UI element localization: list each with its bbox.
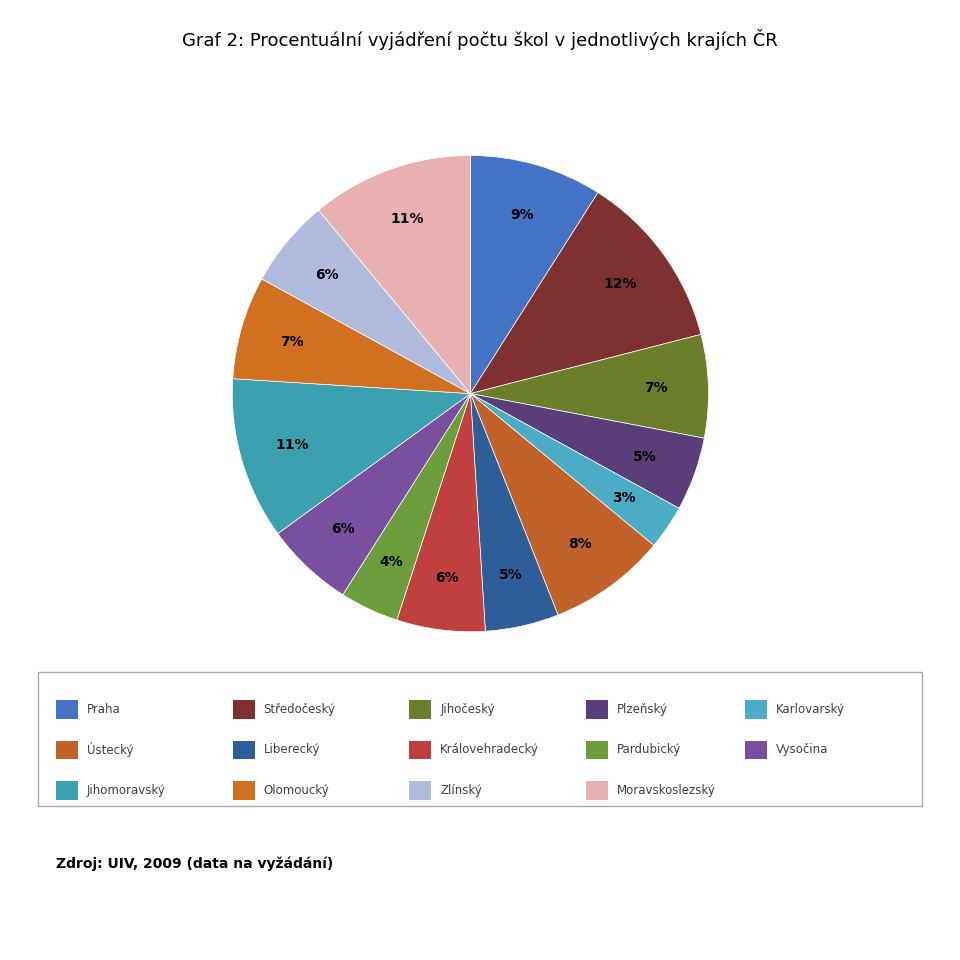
Text: Olomoucký: Olomoucký xyxy=(264,783,329,797)
FancyBboxPatch shape xyxy=(745,700,767,719)
FancyBboxPatch shape xyxy=(586,740,608,759)
FancyBboxPatch shape xyxy=(232,740,254,759)
Text: Graf 2: Procentuální vyjádření počtu škol v jednotlivých krajích ČR: Graf 2: Procentuální vyjádření počtu ško… xyxy=(182,29,778,50)
FancyBboxPatch shape xyxy=(56,740,78,759)
Wedge shape xyxy=(470,394,654,615)
FancyBboxPatch shape xyxy=(586,700,608,719)
Text: 11%: 11% xyxy=(276,439,309,452)
Text: 9%: 9% xyxy=(511,208,534,223)
Text: Pardubický: Pardubický xyxy=(617,743,682,756)
Wedge shape xyxy=(262,210,470,394)
Text: 7%: 7% xyxy=(280,335,304,348)
Wedge shape xyxy=(470,156,598,394)
Wedge shape xyxy=(470,193,701,394)
FancyBboxPatch shape xyxy=(586,780,608,800)
FancyBboxPatch shape xyxy=(232,780,254,800)
FancyBboxPatch shape xyxy=(232,700,254,719)
Wedge shape xyxy=(470,394,705,508)
Text: 6%: 6% xyxy=(331,522,355,536)
Text: 6%: 6% xyxy=(435,571,459,585)
FancyBboxPatch shape xyxy=(745,740,767,759)
FancyBboxPatch shape xyxy=(56,780,78,800)
Text: Jihomoravský: Jihomoravský xyxy=(87,783,166,797)
Wedge shape xyxy=(470,394,679,545)
Text: Praha: Praha xyxy=(87,703,121,716)
Text: Zdroj: UIV, 2009 (data na vyžádání): Zdroj: UIV, 2009 (data na vyžádání) xyxy=(56,856,333,872)
Text: Karlovarský: Karlovarský xyxy=(776,703,845,716)
Text: Ústecký: Ústecký xyxy=(87,742,133,757)
Text: 8%: 8% xyxy=(567,537,591,551)
Text: 11%: 11% xyxy=(391,212,424,226)
Wedge shape xyxy=(319,156,470,394)
Text: 4%: 4% xyxy=(379,555,403,568)
Text: Jihočeský: Jihočeský xyxy=(441,703,495,716)
Wedge shape xyxy=(232,378,470,534)
FancyBboxPatch shape xyxy=(409,740,431,759)
Text: 6%: 6% xyxy=(316,268,339,282)
Wedge shape xyxy=(232,279,470,394)
Wedge shape xyxy=(343,394,470,620)
Text: 12%: 12% xyxy=(604,277,637,292)
Text: Vysočina: Vysočina xyxy=(776,743,828,756)
Text: Středočeský: Středočeský xyxy=(264,703,336,716)
Text: 3%: 3% xyxy=(612,491,636,505)
Wedge shape xyxy=(277,394,470,594)
Text: 5%: 5% xyxy=(499,567,523,582)
Text: Královehradecký: Královehradecký xyxy=(441,743,540,756)
Text: Moravskoslezský: Moravskoslezský xyxy=(617,783,716,797)
Text: Plzeňský: Plzeňský xyxy=(617,703,668,716)
Wedge shape xyxy=(470,334,708,438)
FancyBboxPatch shape xyxy=(409,700,431,719)
FancyBboxPatch shape xyxy=(409,780,431,800)
Text: 5%: 5% xyxy=(634,449,657,464)
FancyBboxPatch shape xyxy=(56,700,78,719)
Wedge shape xyxy=(396,394,486,632)
Text: 7%: 7% xyxy=(644,381,668,395)
FancyBboxPatch shape xyxy=(38,672,922,806)
Text: Zlínský: Zlínský xyxy=(441,783,482,797)
Text: Liberecký: Liberecký xyxy=(264,743,320,756)
Wedge shape xyxy=(470,394,558,632)
